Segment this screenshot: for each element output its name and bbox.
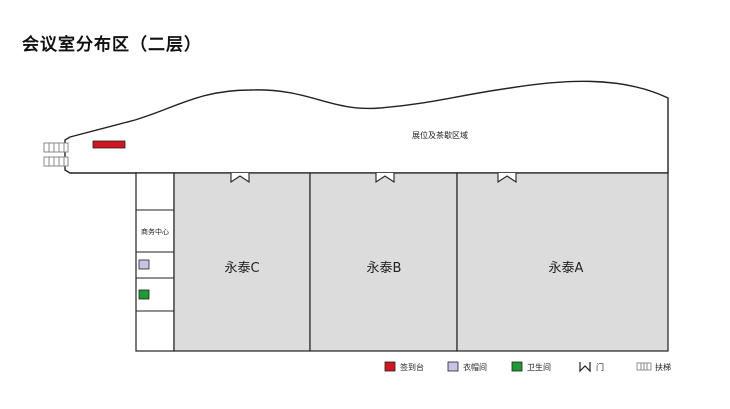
legend-escalator-label: 扶梯: [655, 362, 671, 372]
legend: 签到台 衣帽间 卫生间 门 扶梯: [384, 361, 671, 373]
legend-reception-label: 签到台: [400, 362, 424, 372]
legend-cloakroom-swatch: [447, 361, 459, 372]
legend-escalator-icon: [636, 362, 652, 371]
escalator-icon: [43, 142, 69, 167]
lobby-label: 展位及茶歇区域: [412, 130, 468, 140]
page-title: 会议室分布区（二层）: [22, 35, 202, 55]
room-label-c: 永泰C: [224, 261, 259, 276]
legend-restroom-label: 卫生间: [527, 362, 551, 372]
lobby-area[interactable]: [64, 80, 669, 174]
room-label-a: 永泰A: [549, 261, 584, 276]
room-yongtai-b[interactable]: [309, 172, 458, 352]
door-icon: [230, 173, 517, 184]
legend-cloakroom-label: 衣帽间: [463, 362, 487, 372]
legend-restroom-swatch: [511, 361, 523, 372]
cloakroom[interactable]: [138, 259, 150, 270]
room-yongtai-a[interactable]: [456, 172, 669, 352]
business-center-label: 商务中心: [141, 227, 169, 236]
room-label-b: 永泰B: [367, 261, 402, 276]
restroom[interactable]: [138, 289, 150, 300]
legend-door-icon: [579, 362, 591, 373]
reception-desk[interactable]: [92, 140, 126, 149]
room-yongtai-c[interactable]: [173, 172, 311, 352]
legend-reception-swatch: [384, 361, 396, 372]
legend-door-label: 门: [596, 362, 604, 372]
